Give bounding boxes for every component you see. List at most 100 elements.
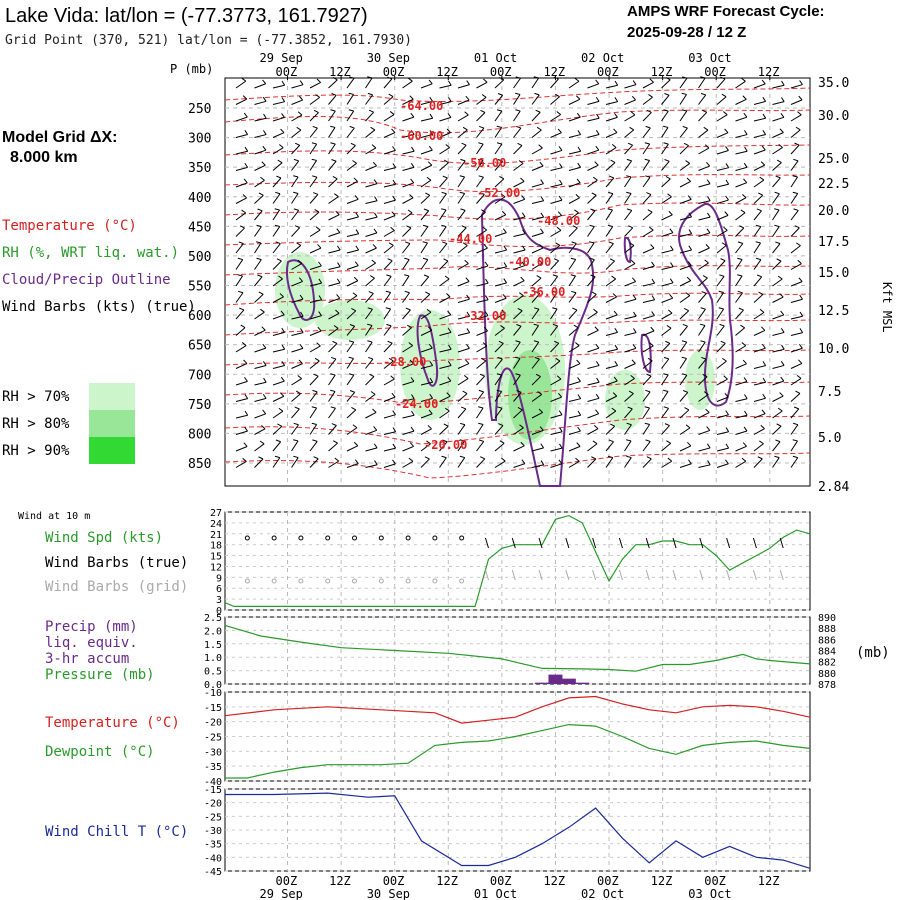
y-tick-label: 0.5 (204, 667, 222, 678)
surface-barb (699, 537, 704, 549)
wind-barb (790, 298, 803, 303)
wind-barb (420, 259, 429, 270)
wind-barb-flag (460, 422, 466, 426)
wind-barb-flag (293, 175, 299, 178)
wind-barb-flag (483, 244, 488, 249)
wind-barb-flag (428, 79, 433, 85)
wind-barb (439, 425, 449, 435)
wind-barb-flag (274, 224, 280, 228)
temp-label: -28.00 (383, 355, 426, 369)
wind-barb-flag (281, 361, 286, 366)
wind-barb-flag (372, 408, 377, 413)
wind-barb-flag (533, 323, 539, 326)
wind-barb (642, 247, 655, 254)
wind-barb-flag (313, 456, 319, 460)
surface-barb-grid (779, 569, 784, 581)
wind-barb (605, 226, 614, 237)
wind-barb (383, 114, 395, 122)
temp-contour (224, 452, 811, 479)
wind-barb (513, 391, 522, 402)
wind-barb (679, 94, 687, 105)
wind-barb (513, 198, 525, 204)
wind-barb-flag (553, 76, 559, 80)
bottom-hour-label: 12Z (329, 874, 351, 888)
wind-barb (309, 458, 319, 468)
wind-barb-flag (647, 357, 653, 362)
wind-barb (254, 293, 264, 303)
wind-barb-flag (459, 455, 465, 459)
wind-barb (735, 327, 746, 336)
wind-barb-flag (464, 259, 469, 264)
wind-barb-flag (630, 111, 636, 116)
wind-barb-flag (262, 409, 267, 415)
wind-barb-flag (409, 442, 414, 447)
wind-barb-flag (459, 175, 465, 178)
wind-barb-flag (501, 210, 507, 216)
wind-barb-flag (448, 97, 452, 102)
wind-barb-flag (371, 144, 377, 149)
wind-barb-flag (681, 109, 687, 112)
wind-barb-flag (330, 109, 336, 112)
wind-barb (402, 345, 413, 353)
wind-barb-flag (294, 142, 300, 146)
wind-barb-flag (612, 392, 618, 397)
wind-barb-flag (558, 392, 563, 398)
wind-barb (716, 360, 727, 369)
wind-barb (365, 429, 377, 435)
wind-barb (735, 292, 743, 303)
wind-barb-flag (498, 423, 504, 427)
wind-barb (605, 348, 618, 353)
wind-barb-flag (538, 408, 543, 413)
wind-barb-flag (392, 427, 397, 433)
cross-section-gridlines (225, 78, 810, 486)
wind-barb-flag (448, 80, 452, 86)
wind-barb-flag (427, 425, 432, 430)
wind-barb (309, 391, 318, 402)
pressure-tick-label: 400 (188, 191, 211, 206)
wind-barb (383, 276, 392, 287)
wind-barb-flag (780, 310, 785, 316)
wind-barb (254, 311, 265, 320)
wind-barb-flag (333, 325, 339, 329)
wind-barb-flag (297, 375, 302, 379)
kft-axis-label: Kft MSL (880, 282, 894, 333)
wind-barb-flag (332, 340, 338, 344)
wind-barb (328, 178, 338, 188)
kft-ticks: 35.030.025.022.520.017.515.012.510.07.55… (818, 76, 849, 495)
wind-barb (642, 345, 654, 353)
wind-barb-flag (577, 410, 582, 416)
wind-barb (365, 464, 378, 468)
panel-frame (224, 511, 811, 611)
wind-barb-flag (461, 406, 467, 410)
wind-barb (476, 160, 484, 171)
wind-barb (605, 441, 614, 452)
wind-barb-flag (575, 95, 581, 100)
top-hour-label: 00Z (597, 65, 619, 79)
wind-barb-flag (761, 409, 766, 414)
wind-barb-flag (794, 225, 800, 229)
wind-barb (753, 83, 766, 89)
wind-barb (494, 79, 505, 89)
wind-barb-flag (628, 390, 634, 394)
wind-barb (235, 197, 247, 204)
wind-barb-flag (263, 113, 267, 119)
wind-barb (309, 265, 322, 270)
wind-barb-flag (441, 191, 447, 195)
wind-barb-flag (429, 130, 434, 135)
wind-barb (476, 211, 486, 221)
wind-barb-flag (481, 94, 487, 98)
temp-contour (224, 292, 811, 306)
wind-barb (642, 81, 654, 89)
wind-barb-flag (445, 144, 450, 148)
surface-barb (618, 537, 623, 549)
wind-barb-flag (485, 295, 489, 301)
wind-barb (513, 110, 521, 122)
wind-barb-flag (554, 340, 559, 344)
wind-barb-flag (262, 96, 267, 102)
wind-barb-flag (628, 225, 633, 229)
kft-tick-label: 12.5 (818, 304, 849, 319)
wind-barb-flag (353, 441, 359, 447)
wind-barb-flag (577, 146, 582, 152)
wind-barb (716, 276, 725, 287)
wind-barb-flag (724, 211, 729, 216)
